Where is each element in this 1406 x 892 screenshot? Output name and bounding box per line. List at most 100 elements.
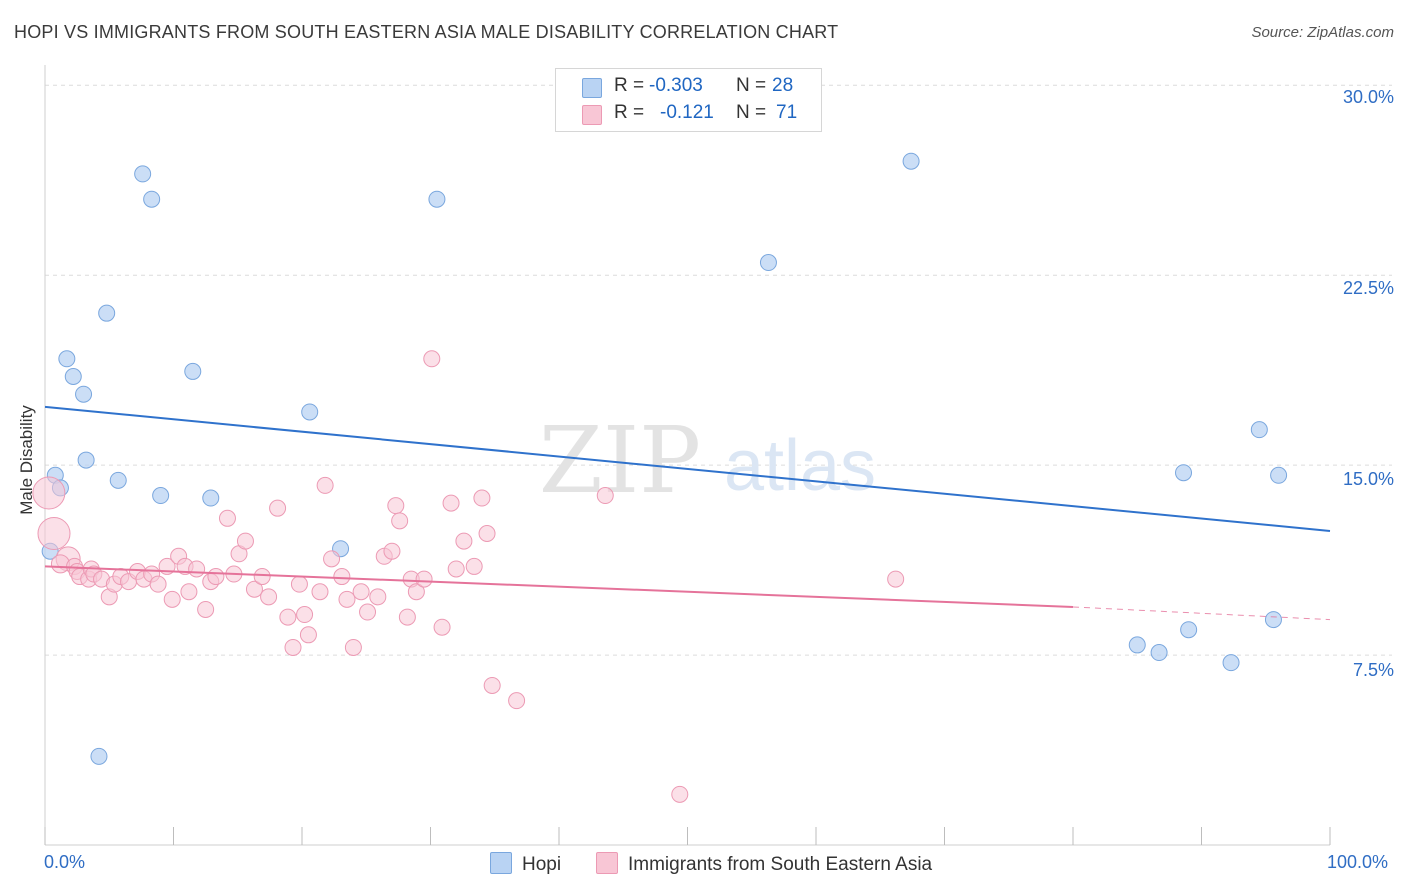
immigrants-point [32,476,66,510]
hopi-point [1222,654,1240,672]
immigrants-point [369,588,387,606]
legend-row-immigrants: R = -0.121 N = 71 [556,102,821,126]
hopi-point [1180,621,1198,639]
immigrants-point [253,568,271,586]
immigrants-point [596,487,614,505]
immigrants-point [245,580,263,598]
immigrants-point [218,509,236,527]
y-axis-label: Male Disability [17,405,36,515]
hopi-point [759,254,777,272]
hopi-point [902,152,920,170]
bottom-legend-swatch-immigrants [596,852,618,874]
immigrants-point [407,583,425,601]
legend-row-hopi: R = -0.303 N = 28 [556,75,821,99]
immigrants-point [279,608,297,626]
hopi-point [1270,466,1288,484]
legend-swatch-immigrants [582,105,602,125]
immigrants-point [391,512,409,530]
immigrants-point [163,590,181,608]
hopi-trend-line [44,405,1331,532]
axes [44,65,1331,846]
immigrants-point [387,497,405,515]
immigrants-point [383,542,401,560]
legend-r-label: R = [614,75,645,96]
immigrants-point [207,568,225,586]
immigrants-point [423,350,441,368]
hopi-point [1175,464,1193,482]
immigrants-point [296,606,314,624]
immigrants-point [333,568,351,586]
immigrants-point [447,560,465,578]
immigrants-point [236,532,254,550]
legend-r-label: R = [614,102,645,123]
hopi-point [202,489,220,507]
source-credit: Source: ZipAtlas.com [1251,24,1394,41]
hopi-point [143,190,161,208]
correlation-legend: R = -0.303 N = 28 R = -0.121 N = 71 [555,68,822,132]
immigrants-point [671,785,689,803]
hopi-point [1128,636,1146,654]
hopi-point [1150,644,1168,662]
hopi-point [152,487,170,505]
legend-swatch-hopi [582,78,602,98]
grid-lines [45,84,1392,656]
legend-r-value: -0.303 [649,75,703,96]
zipatlas-watermark: ZIP atlas [539,407,876,514]
immigrants-point [37,517,71,551]
trend-lines [44,405,1331,621]
immigrants-point [483,676,501,694]
immigrants-point [352,583,370,601]
bottom-legend-immigrants: Immigrants from South Eastern Asia [596,852,932,876]
immigrants-point [180,583,198,601]
hopi-point [64,367,82,385]
hopi-point [77,451,95,469]
immigrants-point [455,532,473,550]
immigrants-point [344,638,362,656]
legend-n-value: 71 [776,102,798,123]
immigrants-point [188,560,206,578]
legend-n-label: N = [736,75,767,96]
immigrants-point [290,575,308,593]
hopi-point [98,304,116,322]
immigrants-point [478,525,496,543]
immigrants-point [197,600,215,618]
immigrants-point [415,570,433,588]
hopi-point [90,747,108,765]
immigrants-point [269,499,287,517]
watermark-atlas: atlas [724,426,876,506]
y-tick-label-30: 30.0% [1342,87,1394,107]
immigrants-point [260,588,278,606]
bottom-legend-hopi: Hopi [490,852,561,876]
immigrants-point [442,494,460,512]
immigrants-point [316,476,334,494]
bottom-legend-swatch-hopi [490,852,512,874]
legend-n-label: N = [736,102,767,123]
immigrants-point [473,489,491,507]
y-tick-label-7-5: 7.5% [1352,660,1394,680]
immigrants-point [887,570,905,588]
immigrants-point [508,692,526,710]
immigrants-point [299,626,317,644]
hopi-series [41,152,1288,765]
immigrants-point [465,557,483,575]
hopi-point [1264,611,1282,629]
hopi-point [1250,421,1268,439]
immigrants-point [149,575,167,593]
hopi-point [75,385,93,403]
immigrants-point [359,603,377,621]
immigrants-point [433,618,451,636]
immigrants-point [398,608,416,626]
immigrants-trend-line [44,565,1074,608]
y-tick-label-15: 15.0% [1342,469,1394,489]
immigrants-point [284,638,302,656]
immigrants-point [311,583,329,601]
x-tick-label-max: 100.0% [1327,852,1389,872]
hopi-point [134,165,152,183]
hopi-point [301,403,319,421]
hopi-point [58,350,76,368]
hopi-point [428,190,446,208]
immigrants-point [338,590,356,608]
legend-n-value: 28 [772,75,794,96]
watermark-zip: ZIP [539,407,701,514]
